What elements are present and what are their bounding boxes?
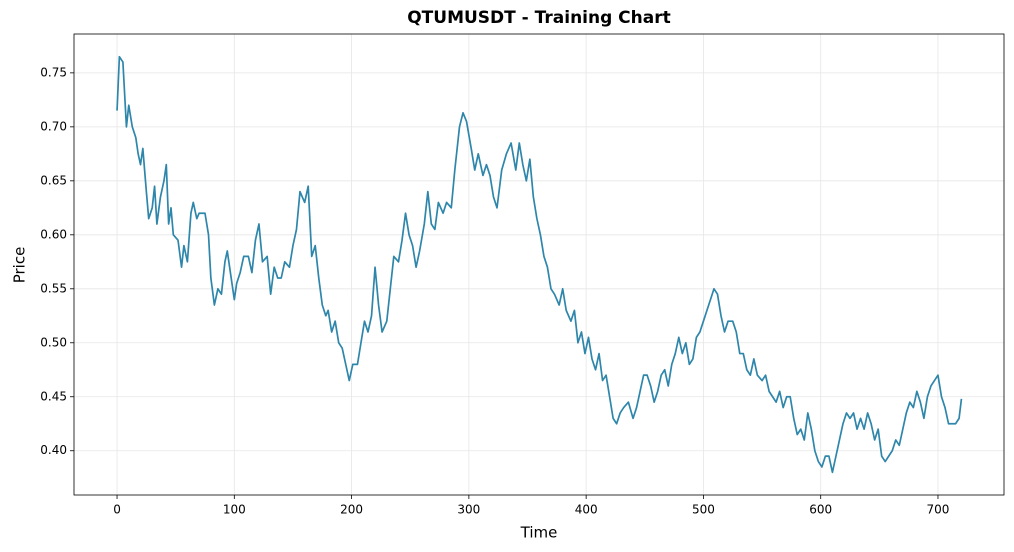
plot [116, 55, 963, 474]
grid [74, 34, 1004, 495]
y-tick-label: 0.75 [40, 65, 67, 79]
x-tick-label: 700 [927, 503, 950, 517]
y-tick-label: 0.55 [40, 281, 67, 295]
x-tick-label: 600 [809, 503, 832, 517]
y-tick-label: 0.45 [40, 389, 67, 403]
y-tick-label: 0.50 [40, 335, 67, 349]
x-tick-label: 500 [692, 503, 715, 517]
price-line [116, 55, 963, 474]
y-tick-label: 0.60 [40, 227, 67, 241]
x-tick-label: 300 [457, 503, 480, 517]
x-tick-label: 400 [575, 503, 598, 517]
x-axis-label: Time [520, 524, 558, 542]
chart-title: QTUMUSDT - Training Chart [407, 8, 671, 28]
x-tick-label: 100 [223, 503, 246, 517]
y-axis-label: Price [11, 247, 29, 284]
y-tick-label: 0.65 [40, 173, 67, 187]
plot-frame [73, 33, 1005, 496]
x-tick-label: 0 [113, 503, 121, 517]
y-tick-label: 0.70 [40, 119, 67, 133]
x-tick-label: 200 [340, 503, 363, 517]
y-tick-label: 0.40 [40, 443, 67, 457]
